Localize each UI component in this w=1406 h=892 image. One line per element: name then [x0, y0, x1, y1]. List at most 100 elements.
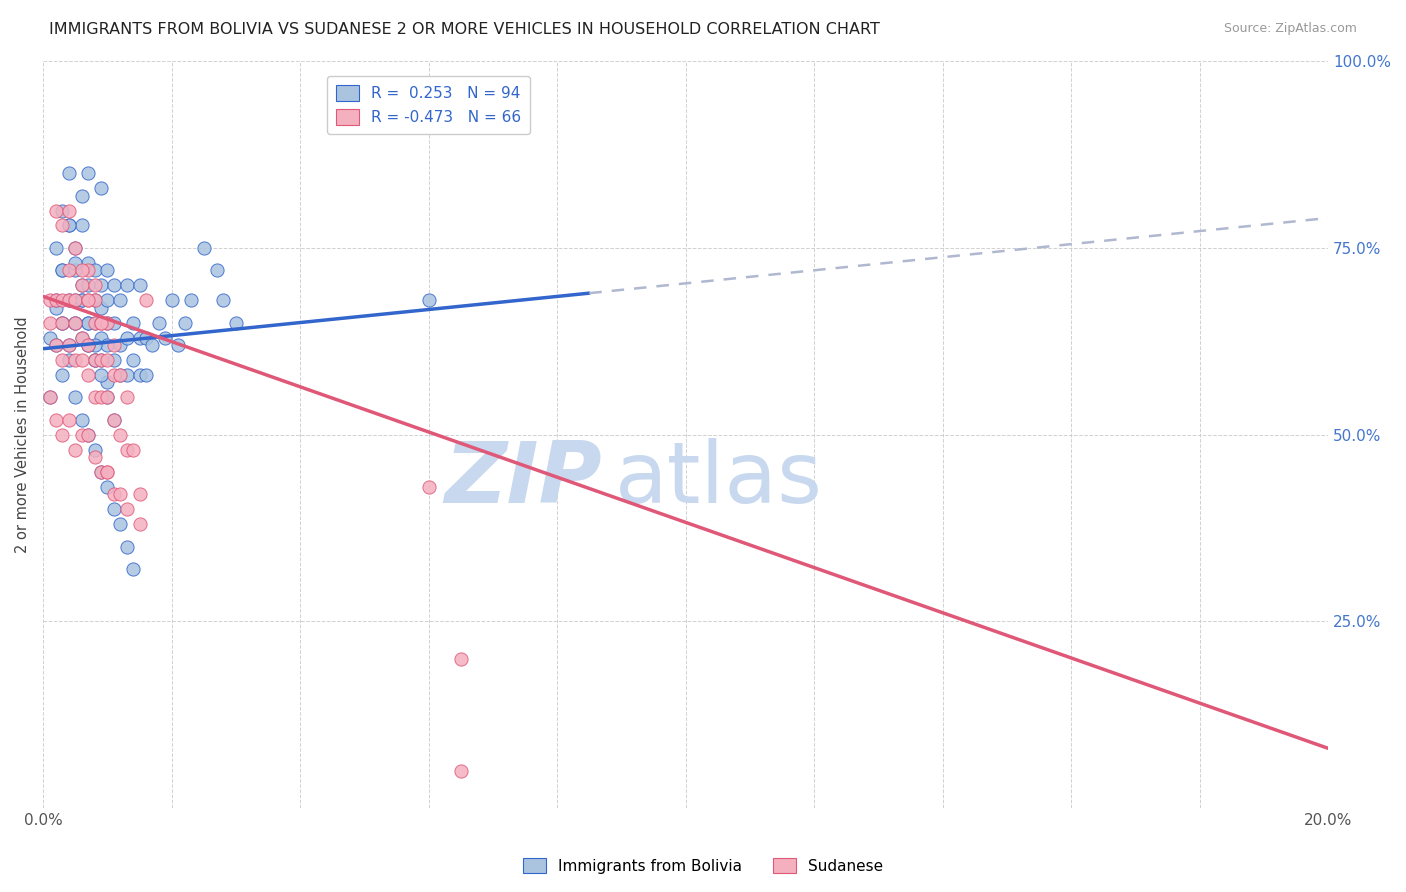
Point [110, 517, 132, 532]
Point [103, 338, 125, 352]
Point [205, 263, 228, 277]
Point [96, 293, 118, 308]
Point [418, 293, 440, 308]
Point [122, 316, 145, 330]
Point [96, 352, 118, 367]
Point [115, 330, 138, 344]
Point [38, 390, 60, 404]
Point [70, 188, 93, 202]
Point [77, 427, 100, 442]
Point [58, 166, 80, 180]
Point [83, 450, 105, 464]
Point [70, 293, 93, 308]
Point [65, 263, 87, 277]
Point [110, 427, 132, 442]
Text: atlas: atlas [614, 438, 823, 521]
Point [128, 487, 150, 501]
Point [450, 651, 472, 665]
Point [83, 316, 105, 330]
Point [51, 368, 73, 382]
Point [212, 293, 235, 308]
Point [83, 293, 105, 308]
Point [96, 316, 118, 330]
Point [58, 219, 80, 233]
Point [58, 293, 80, 308]
Point [83, 352, 105, 367]
Point [155, 330, 177, 344]
Point [65, 293, 87, 308]
Point [90, 181, 112, 195]
Point [77, 338, 100, 352]
Point [110, 338, 132, 352]
Point [51, 316, 73, 330]
Point [96, 465, 118, 479]
Point [103, 352, 125, 367]
Point [450, 764, 472, 778]
Point [193, 241, 215, 255]
Point [58, 293, 80, 308]
Point [77, 368, 100, 382]
Point [128, 278, 150, 293]
Point [103, 412, 125, 426]
Point [122, 562, 145, 576]
Point [122, 442, 145, 457]
Point [90, 316, 112, 330]
Point [110, 293, 132, 308]
Point [103, 316, 125, 330]
Point [83, 390, 105, 404]
Point [115, 390, 138, 404]
Point [115, 368, 138, 382]
Y-axis label: 2 or more Vehicles in Household: 2 or more Vehicles in Household [15, 317, 30, 553]
Point [103, 502, 125, 516]
Point [148, 316, 170, 330]
Point [135, 368, 157, 382]
Point [90, 352, 112, 367]
Point [51, 263, 73, 277]
Point [38, 390, 60, 404]
Point [58, 219, 80, 233]
Point [45, 203, 67, 218]
Point [51, 219, 73, 233]
Point [110, 368, 132, 382]
Point [51, 316, 73, 330]
Point [58, 338, 80, 352]
Point [51, 427, 73, 442]
Point [96, 465, 118, 479]
Point [77, 293, 100, 308]
Point [135, 293, 157, 308]
Point [160, 293, 183, 308]
Point [38, 293, 60, 308]
Point [96, 390, 118, 404]
Point [96, 376, 118, 390]
Point [90, 465, 112, 479]
Point [103, 278, 125, 293]
Point [90, 390, 112, 404]
Point [51, 316, 73, 330]
Point [167, 338, 190, 352]
Point [70, 278, 93, 293]
Point [141, 338, 163, 352]
Point [115, 540, 138, 554]
Point [65, 352, 87, 367]
Point [83, 316, 105, 330]
Point [96, 338, 118, 352]
Point [128, 368, 150, 382]
Point [96, 316, 118, 330]
Point [225, 316, 247, 330]
Point [70, 412, 93, 426]
Point [83, 338, 105, 352]
Point [77, 166, 100, 180]
Point [96, 263, 118, 277]
Point [58, 263, 80, 277]
Point [83, 352, 105, 367]
Point [115, 442, 138, 457]
Point [77, 338, 100, 352]
Point [110, 368, 132, 382]
Point [128, 517, 150, 532]
Point [58, 203, 80, 218]
Point [51, 263, 73, 277]
Point [65, 390, 87, 404]
Point [96, 390, 118, 404]
Point [90, 330, 112, 344]
Point [103, 487, 125, 501]
